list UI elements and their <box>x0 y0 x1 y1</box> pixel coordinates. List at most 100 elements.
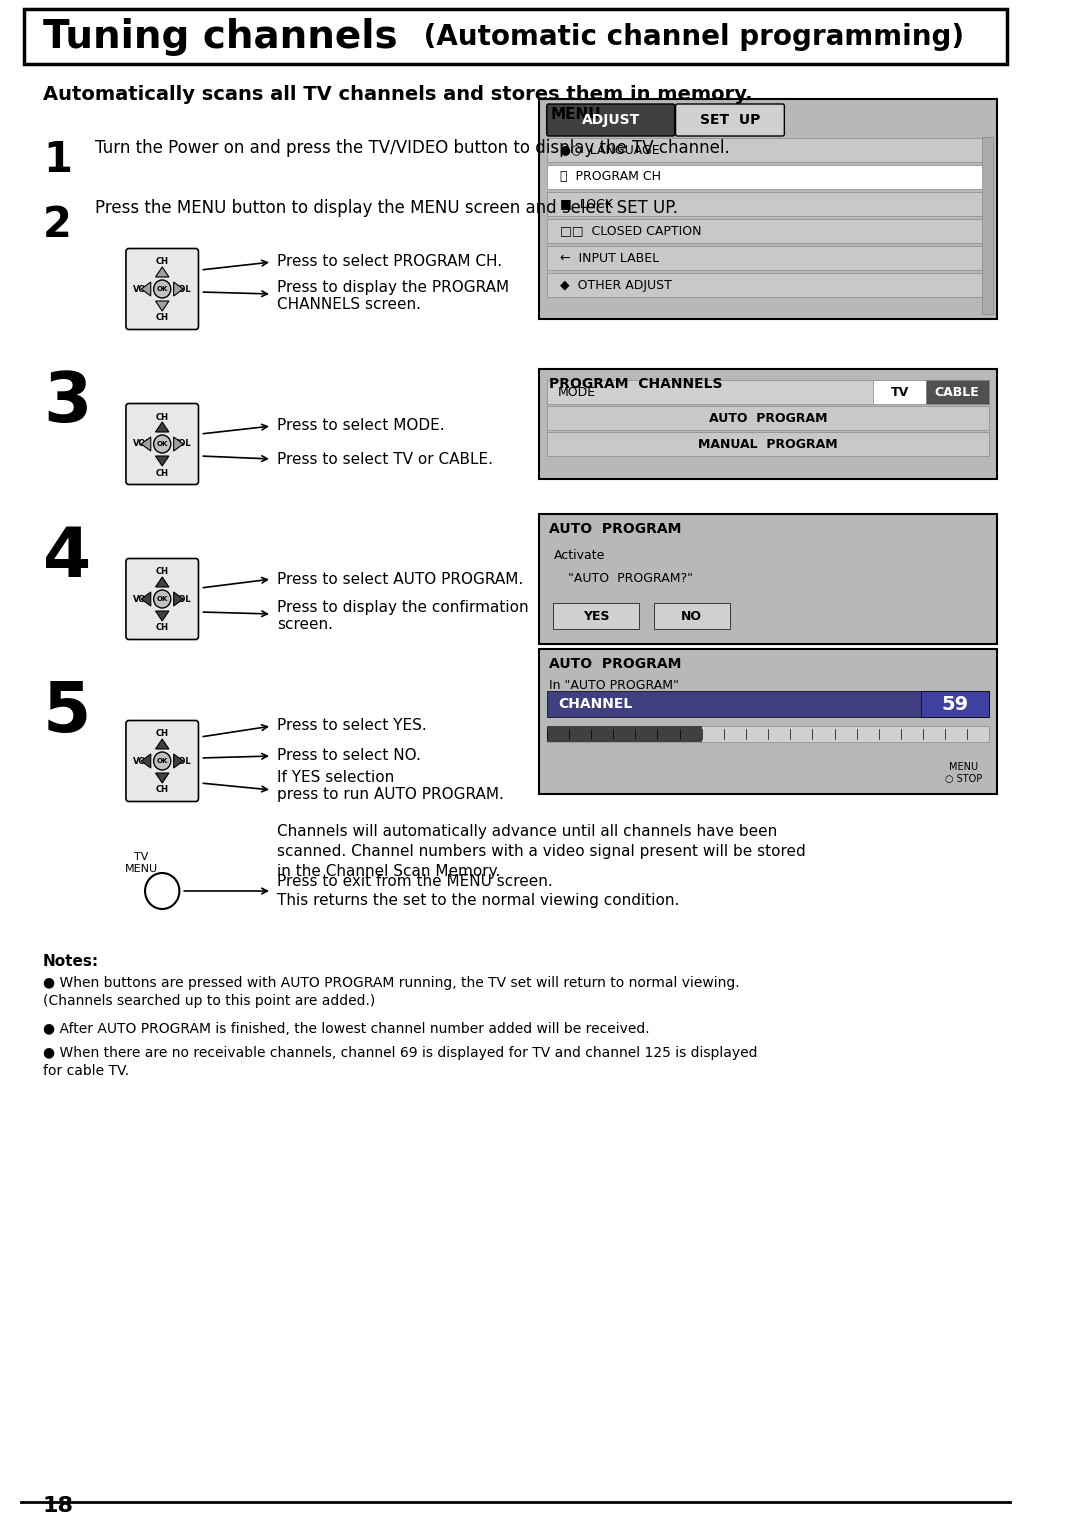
Text: Press to select PROGRAM CH.: Press to select PROGRAM CH. <box>276 255 502 270</box>
Circle shape <box>153 591 171 607</box>
Text: VOL: VOL <box>173 284 192 293</box>
Text: CH: CH <box>156 623 168 632</box>
Text: ⎕  PROGRAM CH: ⎕ PROGRAM CH <box>561 170 661 184</box>
Bar <box>546 690 989 716</box>
Text: ● When buttons are pressed with AUTO PROGRAM running, the TV set will return to : ● When buttons are pressed with AUTO PRO… <box>43 976 740 1008</box>
Circle shape <box>153 752 171 770</box>
Bar <box>546 192 989 216</box>
Bar <box>926 380 989 403</box>
Polygon shape <box>174 437 184 451</box>
Circle shape <box>153 436 171 453</box>
Polygon shape <box>174 755 184 769</box>
Polygon shape <box>141 282 151 296</box>
Text: 3: 3 <box>43 370 92 436</box>
Text: Press to select YES.: Press to select YES. <box>276 718 427 733</box>
Text: SET  UP: SET UP <box>700 114 760 127</box>
Polygon shape <box>156 611 168 621</box>
Text: ←  INPUT LABEL: ← INPUT LABEL <box>561 252 659 264</box>
Text: 5: 5 <box>43 680 92 746</box>
Text: OK: OK <box>157 440 167 446</box>
Text: Notes:: Notes: <box>43 954 99 969</box>
Text: MODE: MODE <box>558 385 596 399</box>
Text: ADJUST: ADJUST <box>581 114 639 127</box>
Text: 1: 1 <box>43 140 72 181</box>
Bar <box>553 603 639 629</box>
Polygon shape <box>156 267 168 278</box>
Text: CH: CH <box>156 313 168 322</box>
Text: 2: 2 <box>43 204 71 245</box>
Text: 4: 4 <box>43 525 91 591</box>
Text: OK: OK <box>157 285 167 291</box>
FancyBboxPatch shape <box>24 9 1007 64</box>
Bar <box>546 273 989 298</box>
FancyBboxPatch shape <box>676 104 784 137</box>
Bar <box>921 690 989 716</box>
Bar <box>539 370 997 479</box>
Text: "AUTO  PROGRAM?": "AUTO PROGRAM?" <box>568 572 692 584</box>
Text: AUTO  PROGRAM: AUTO PROGRAM <box>708 411 827 425</box>
Text: ◆  OTHER ADJUST: ◆ OTHER ADJUST <box>561 279 672 291</box>
FancyBboxPatch shape <box>546 104 675 137</box>
Text: ●○  LANGUAGE: ●○ LANGUAGE <box>561 144 660 156</box>
Text: VOL: VOL <box>133 284 151 293</box>
Text: Tuning channels: Tuning channels <box>43 18 397 57</box>
Text: CHANNEL: CHANNEL <box>558 696 633 710</box>
Text: CH: CH <box>156 785 168 795</box>
Text: VOL: VOL <box>173 756 192 765</box>
Polygon shape <box>174 282 184 296</box>
Polygon shape <box>156 422 168 433</box>
FancyBboxPatch shape <box>126 249 199 330</box>
Text: Press to select NO.: Press to select NO. <box>276 749 420 764</box>
Bar <box>546 726 702 742</box>
Circle shape <box>145 873 179 910</box>
Text: ■  LOCK: ■ LOCK <box>561 198 613 210</box>
Text: AUTO  PROGRAM: AUTO PROGRAM <box>549 522 681 535</box>
Text: Press to select MODE.: Press to select MODE. <box>276 419 444 434</box>
Bar <box>546 245 989 270</box>
Text: MENU: MENU <box>551 107 602 123</box>
Text: TV: TV <box>891 385 909 399</box>
Text: Automatically scans all TV channels and stores them in memory.: Automatically scans all TV channels and … <box>43 84 753 103</box>
Text: Press to exit from the MENU screen.
This returns the set to the normal viewing c: Press to exit from the MENU screen. This… <box>276 873 679 908</box>
Text: □□  CLOSED CAPTION: □□ CLOSED CAPTION <box>561 224 702 238</box>
Text: VOL: VOL <box>133 440 151 448</box>
Text: TV
MENU: TV MENU <box>124 853 158 874</box>
Text: In "AUTO PROGRAM": In "AUTO PROGRAM" <box>549 680 678 692</box>
Text: CH: CH <box>156 568 168 577</box>
Bar <box>873 380 926 403</box>
Polygon shape <box>156 456 168 466</box>
Polygon shape <box>141 437 151 451</box>
Text: (Automatic channel programming): (Automatic channel programming) <box>414 23 964 51</box>
Text: Press to select TV or CABLE.: Press to select TV or CABLE. <box>276 451 492 466</box>
Polygon shape <box>141 755 151 769</box>
Text: ● When there are no receivable channels, channel 69 is displayed for TV and chan: ● When there are no receivable channels,… <box>43 1046 757 1078</box>
Text: Press to display the confirmation
screen.: Press to display the confirmation screen… <box>276 600 528 632</box>
Text: If YES selection
press to run AUTO PROGRAM.: If YES selection press to run AUTO PROGR… <box>276 770 503 802</box>
Text: VOL: VOL <box>173 440 192 448</box>
FancyBboxPatch shape <box>126 403 199 485</box>
Bar <box>546 380 989 403</box>
Text: Press the MENU button to display the MENU screen and select SET UP.: Press the MENU button to display the MEN… <box>95 199 678 216</box>
Text: 18: 18 <box>43 1496 73 1516</box>
Polygon shape <box>156 577 168 588</box>
Bar <box>546 166 989 189</box>
Text: CH: CH <box>156 468 168 477</box>
Polygon shape <box>156 301 168 311</box>
Text: ● After AUTO PROGRAM is finished, the lowest channel number added will be receiv: ● After AUTO PROGRAM is finished, the lo… <box>43 1022 649 1035</box>
Text: VOL: VOL <box>133 756 151 765</box>
Text: Press to display the PROGRAM
CHANNELS screen.: Press to display the PROGRAM CHANNELS sc… <box>276 279 509 313</box>
Text: PROGRAM  CHANNELS: PROGRAM CHANNELS <box>549 377 723 391</box>
Text: OK: OK <box>157 758 167 764</box>
FancyBboxPatch shape <box>126 558 199 640</box>
Text: CABLE: CABLE <box>934 385 980 399</box>
Bar <box>653 603 730 629</box>
Text: Activate: Activate <box>553 549 605 561</box>
Text: CH: CH <box>156 258 168 267</box>
Bar <box>982 137 994 314</box>
Bar <box>539 514 997 644</box>
Circle shape <box>153 281 171 298</box>
Text: Turn the Power on and press the TV/VIDEO button to display the TV channel.: Turn the Power on and press the TV/VIDEO… <box>95 140 730 156</box>
Bar <box>546 138 989 163</box>
Text: YES: YES <box>583 609 609 623</box>
Text: MANUAL  PROGRAM: MANUAL PROGRAM <box>699 437 838 451</box>
